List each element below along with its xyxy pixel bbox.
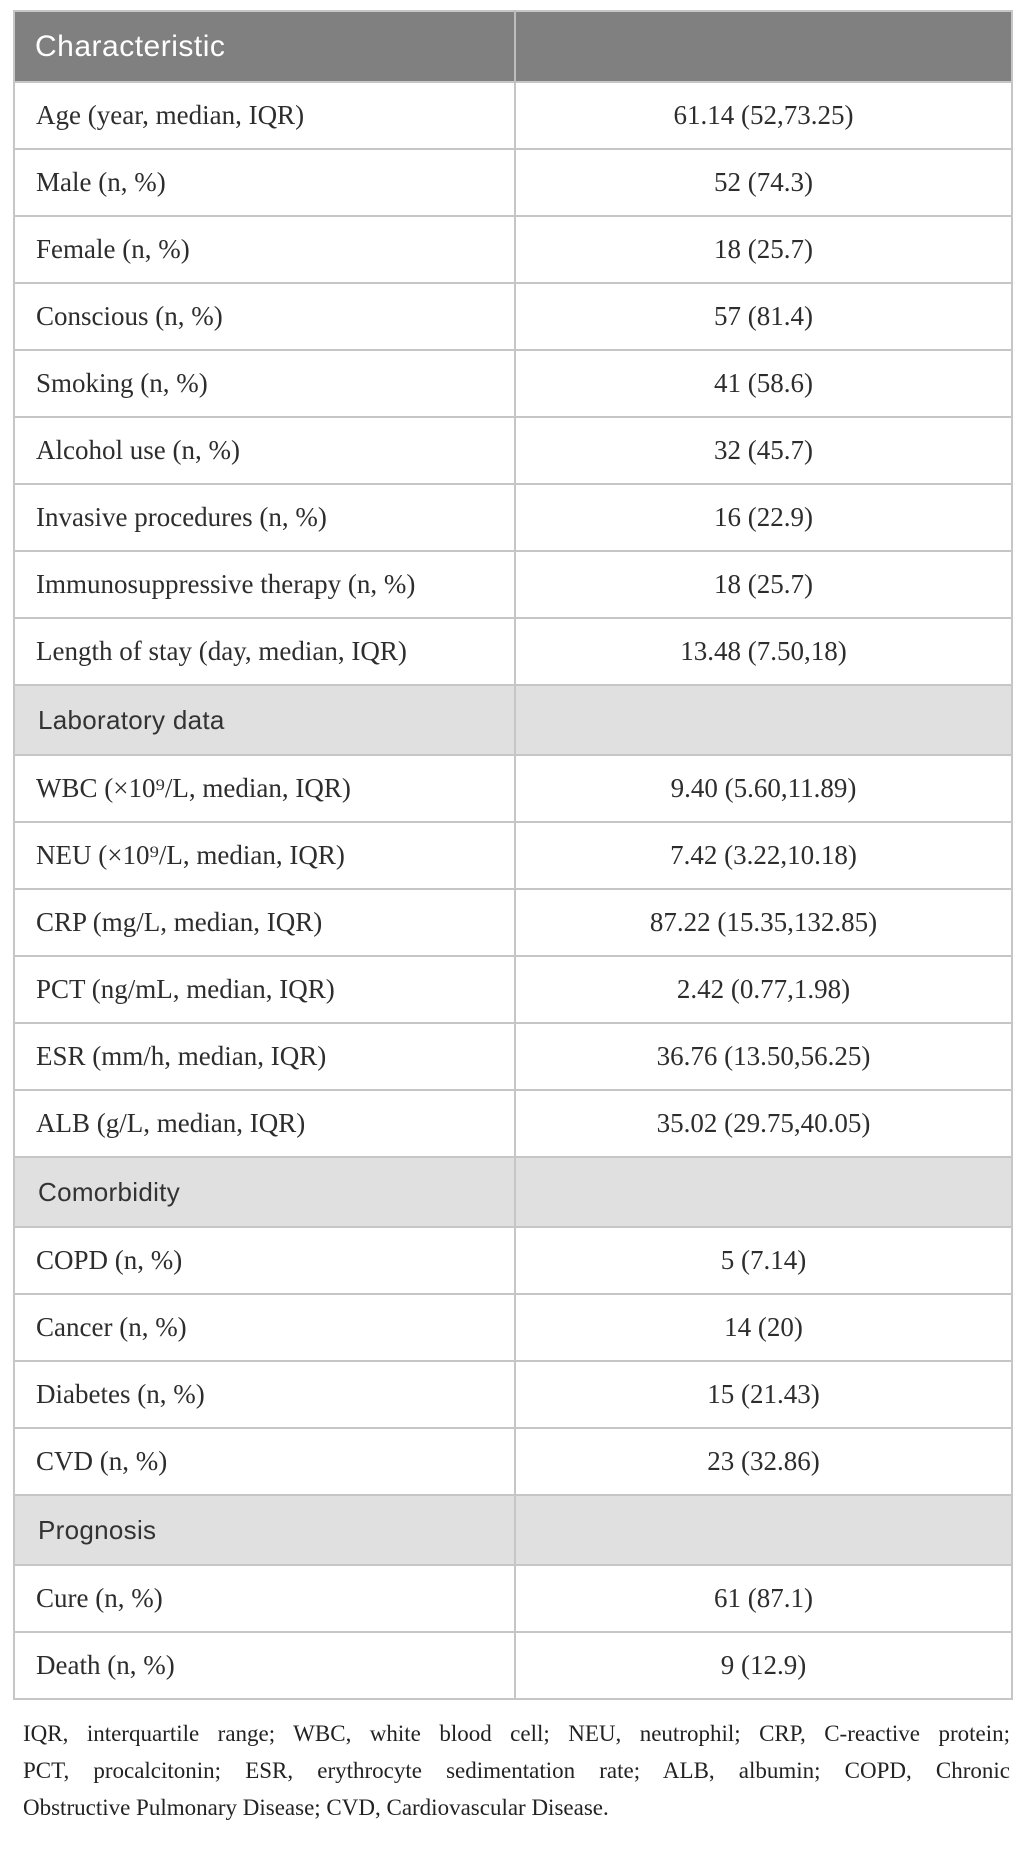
- section-row-prognosis: Prognosis: [14, 1494, 1012, 1565]
- table-row: CRP (mg/L, median, IQR) 87.22 (15.35,132…: [14, 888, 1012, 956]
- row-value: 87.22 (15.35,132.85): [513, 888, 1012, 956]
- row-value: 61.14 (52,73.25): [513, 81, 1012, 149]
- row-label: Female (n, %): [14, 215, 515, 283]
- section-title: Laboratory data: [14, 684, 515, 755]
- row-label: Diabetes (n, %): [14, 1360, 515, 1428]
- row-value: 7.42 (3.22,10.18): [513, 821, 1012, 889]
- table-row: Diabetes (n, %) 15 (21.43): [14, 1360, 1012, 1428]
- row-label: CRP (mg/L, median, IQR): [14, 888, 515, 956]
- row-value: 15 (21.43): [513, 1360, 1012, 1428]
- row-label: Conscious (n, %): [14, 282, 515, 350]
- row-value: 18 (25.7): [513, 550, 1012, 618]
- section-spacer: [513, 684, 1012, 755]
- table-row: Smoking (n, %) 41 (58.6): [14, 349, 1012, 417]
- footnote-line: IQR, interquartile range; WBC, white blo…: [23, 1721, 1010, 1746]
- section-spacer: [513, 1494, 1012, 1565]
- row-label: ALB (g/L, median, IQR): [14, 1089, 515, 1157]
- row-label: NEU (×10⁹/L, median, IQR): [14, 821, 515, 889]
- row-label: Cancer (n, %): [14, 1293, 515, 1361]
- table-row: PCT (ng/mL, median, IQR) 2.42 (0.77,1.98…: [14, 955, 1012, 1023]
- section-row-comorbidity: Comorbidity: [14, 1156, 1012, 1227]
- row-value: 9 (12.9): [513, 1631, 1012, 1699]
- table-row: Female (n, %) 18 (25.7): [14, 215, 1012, 283]
- row-value: 36.76 (13.50,56.25): [513, 1022, 1012, 1090]
- table-row: Immunosuppressive therapy (n, %) 18 (25.…: [14, 550, 1012, 618]
- row-label: COPD (n, %): [14, 1226, 515, 1294]
- row-value: 5 (7.14): [513, 1226, 1012, 1294]
- table-row: WBC (×10⁹/L, median, IQR) 9.40 (5.60,11.…: [14, 754, 1012, 822]
- table-row: Conscious (n, %) 57 (81.4): [14, 282, 1012, 350]
- section-title: Prognosis: [14, 1494, 515, 1565]
- row-label: Immunosuppressive therapy (n, %): [14, 550, 515, 618]
- table-row: ALB (g/L, median, IQR) 35.02 (29.75,40.0…: [14, 1089, 1012, 1157]
- section-title: Comorbidity: [14, 1156, 515, 1227]
- table-row: CVD (n, %) 23 (32.86): [14, 1427, 1012, 1495]
- row-value: 23 (32.86): [513, 1427, 1012, 1495]
- table-row: Male (n, %) 52 (74.3): [14, 148, 1012, 216]
- row-label: Age (year, median, IQR): [14, 81, 515, 149]
- table-row: COPD (n, %) 5 (7.14): [14, 1226, 1012, 1294]
- table-footnote: IQR, interquartile range; WBC, white blo…: [13, 1715, 1010, 1826]
- row-value: 61 (87.1): [513, 1564, 1012, 1632]
- row-value: 41 (58.6): [513, 349, 1012, 417]
- row-value: 14 (20): [513, 1293, 1012, 1361]
- table-row: NEU (×10⁹/L, median, IQR) 7.42 (3.22,10.…: [14, 821, 1012, 889]
- row-label: PCT (ng/mL, median, IQR): [14, 955, 515, 1023]
- row-label: Smoking (n, %): [14, 349, 515, 417]
- row-value: 16 (22.9): [513, 483, 1012, 551]
- header-value: [513, 11, 1012, 82]
- footnote-line: PCT, procalcitonin; ESR, erythrocyte sed…: [23, 1758, 1010, 1783]
- row-value: 18 (25.7): [513, 215, 1012, 283]
- table-row: Alcohol use (n, %) 32 (45.7): [14, 416, 1012, 484]
- table-row: Length of stay (day, median, IQR) 13.48 …: [14, 617, 1012, 685]
- row-value: 52 (74.3): [513, 148, 1012, 216]
- section-spacer: [513, 1156, 1012, 1227]
- section-row-laboratory-data: Laboratory data: [14, 684, 1012, 755]
- table-header-row: Characteristic: [14, 11, 1012, 82]
- table-row: Invasive procedures (n, %) 16 (22.9): [14, 483, 1012, 551]
- page: Characteristic Age (year, median, IQR) 6…: [13, 10, 1013, 1826]
- table-row: Age (year, median, IQR) 61.14 (52,73.25): [14, 81, 1012, 149]
- row-label: Male (n, %): [14, 148, 515, 216]
- row-label: Death (n, %): [14, 1631, 515, 1699]
- row-label: ESR (mm/h, median, IQR): [14, 1022, 515, 1090]
- row-value: 9.40 (5.60,11.89): [513, 754, 1012, 822]
- row-label: CVD (n, %): [14, 1427, 515, 1495]
- characteristics-table: Characteristic Age (year, median, IQR) 6…: [13, 10, 1013, 1700]
- header-characteristic: Characteristic: [14, 11, 515, 82]
- row-value: 2.42 (0.77,1.98): [513, 955, 1012, 1023]
- table-row: ESR (mm/h, median, IQR) 36.76 (13.50,56.…: [14, 1022, 1012, 1090]
- row-value: 57 (81.4): [513, 282, 1012, 350]
- row-label: Length of stay (day, median, IQR): [14, 617, 515, 685]
- row-value: 13.48 (7.50,18): [513, 617, 1012, 685]
- row-label: WBC (×10⁹/L, median, IQR): [14, 754, 515, 822]
- table-row: Death (n, %) 9 (12.9): [14, 1631, 1012, 1699]
- row-label: Invasive procedures (n, %): [14, 483, 515, 551]
- footnote-line: Obstructive Pulmonary Disease; CVD, Card…: [23, 1795, 609, 1820]
- table-row: Cure (n, %) 61 (87.1): [14, 1564, 1012, 1632]
- row-label: Cure (n, %): [14, 1564, 515, 1632]
- table-row: Cancer (n, %) 14 (20): [14, 1293, 1012, 1361]
- row-label: Alcohol use (n, %): [14, 416, 515, 484]
- row-value: 32 (45.7): [513, 416, 1012, 484]
- row-value: 35.02 (29.75,40.05): [513, 1089, 1012, 1157]
